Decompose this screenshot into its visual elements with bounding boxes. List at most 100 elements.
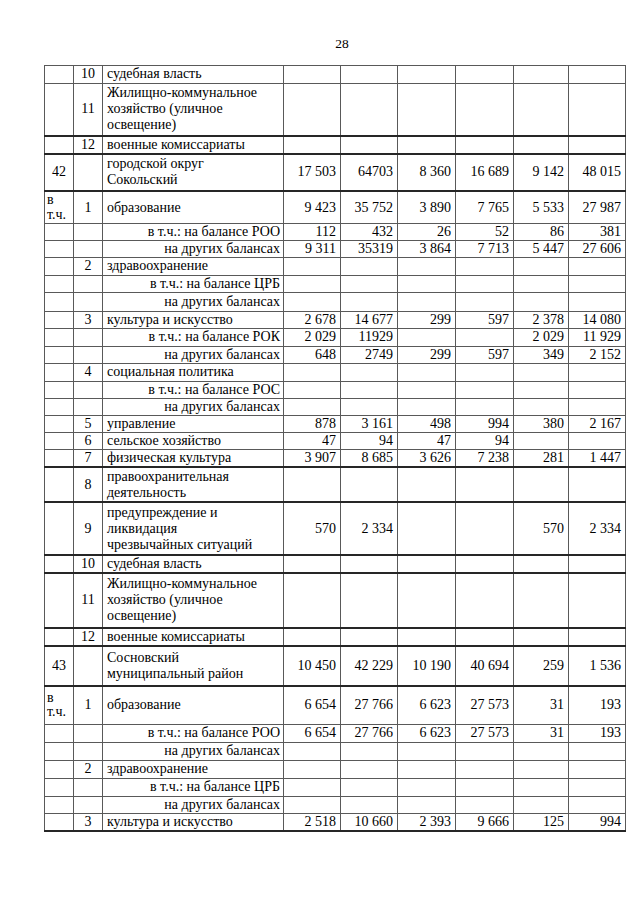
value-cell	[398, 258, 456, 276]
table-row: 8правоохранительная деятельность	[45, 467, 626, 502]
row-subnumber-cell: 3	[74, 814, 103, 832]
value-cell: 11929	[341, 329, 398, 347]
value-cell: 48 015	[569, 154, 626, 192]
value-cell: 27 606	[569, 241, 626, 258]
value-cell	[514, 275, 569, 293]
table-row: на других балансах	[45, 742, 626, 760]
value-cell	[514, 399, 569, 416]
value-cell: 432	[341, 224, 398, 241]
row-subnumber-cell	[74, 724, 103, 742]
value-cell: 3 907	[284, 450, 341, 468]
value-cell: 498	[398, 416, 456, 433]
value-cell	[398, 760, 456, 778]
value-cell: 2 334	[569, 502, 626, 555]
value-cell	[514, 760, 569, 778]
value-cell	[341, 778, 398, 796]
value-cell	[514, 467, 569, 502]
row-subnumber-cell: 2	[74, 258, 103, 276]
row-number-cell	[45, 573, 74, 628]
row-subnumber-cell: 8	[74, 467, 103, 502]
value-cell	[569, 573, 626, 628]
row-subnumber-cell: 2	[74, 760, 103, 778]
value-cell	[569, 467, 626, 502]
value-cell: 2749	[341, 346, 398, 364]
row-subnumber-cell: 1	[74, 191, 103, 224]
table-row: в т.ч.: на балансе РОС	[45, 381, 626, 399]
category-cell: в т.ч.: на балансе РОО	[103, 224, 284, 241]
row-subnumber-cell: 3	[74, 311, 103, 329]
value-cell: 47	[398, 433, 456, 450]
value-cell: 35319	[341, 241, 398, 258]
value-cell: 94	[456, 433, 514, 450]
category-cell: культура и искусство	[103, 814, 284, 832]
value-cell	[514, 796, 569, 814]
value-cell	[284, 364, 341, 382]
value-cell: 27 573	[456, 686, 514, 724]
value-cell	[456, 66, 514, 84]
value-cell: 2 167	[569, 416, 626, 433]
value-cell: 5 447	[514, 241, 569, 258]
value-cell: 11 929	[569, 329, 626, 347]
value-cell: 31	[514, 724, 569, 742]
value-cell: 40 694	[456, 646, 514, 687]
value-cell	[514, 778, 569, 796]
category-cell: в т.ч.: на балансе РОС	[103, 381, 284, 399]
value-cell: 8 360	[398, 154, 456, 192]
value-cell	[341, 555, 398, 573]
row-number-cell	[45, 399, 74, 416]
category-cell: на других балансах	[103, 399, 284, 416]
category-cell: военные комиссариаты	[103, 628, 284, 646]
value-cell: 2 518	[284, 814, 341, 832]
category-cell: физическая культура	[103, 450, 284, 468]
value-cell: 2 029	[284, 329, 341, 347]
row-number-cell	[45, 258, 74, 276]
row-subnumber-cell	[74, 646, 103, 687]
value-cell: 6 654	[284, 724, 341, 742]
value-cell: 27 766	[341, 686, 398, 724]
value-cell	[341, 628, 398, 646]
row-number-cell	[45, 502, 74, 555]
value-cell	[569, 83, 626, 136]
value-cell	[569, 381, 626, 399]
value-cell: 9 311	[284, 241, 341, 258]
value-cell	[456, 275, 514, 293]
value-cell	[569, 275, 626, 293]
value-cell: 994	[456, 416, 514, 433]
value-cell: 878	[284, 416, 341, 433]
value-cell	[341, 742, 398, 760]
value-cell: 86	[514, 224, 569, 241]
table-row: на других балансах9 311353193 8647 7135 …	[45, 241, 626, 258]
value-cell	[569, 66, 626, 84]
value-cell	[284, 83, 341, 136]
table-row: 43Сосновский муниципальный район10 45042…	[45, 646, 626, 687]
value-cell: 3 864	[398, 241, 456, 258]
value-cell	[284, 573, 341, 628]
table-row: в т.ч.: на балансе РОО112432265286381	[45, 224, 626, 241]
value-cell	[569, 628, 626, 646]
table-row: 7физическая культура3 9078 6853 6267 238…	[45, 450, 626, 468]
value-cell	[456, 364, 514, 382]
value-cell	[284, 796, 341, 814]
row-subnumber-cell	[74, 399, 103, 416]
row-subnumber-cell: 9	[74, 502, 103, 555]
row-subnumber-cell: 11	[74, 573, 103, 628]
value-cell: 259	[514, 646, 569, 687]
row-number-cell	[45, 241, 74, 258]
row-subnumber-cell: 12	[74, 136, 103, 154]
value-cell	[341, 136, 398, 154]
table-row: в т.ч.1образование9 42335 7523 8907 7655…	[45, 191, 626, 224]
value-cell	[284, 628, 341, 646]
value-cell	[569, 293, 626, 312]
category-cell: здравоохранение	[103, 258, 284, 276]
row-subnumber-cell	[74, 154, 103, 192]
value-cell	[341, 364, 398, 382]
table-row: 2здравоохранение	[45, 258, 626, 276]
value-cell: 35 752	[341, 191, 398, 224]
value-cell: 3 890	[398, 191, 456, 224]
value-cell: 8 685	[341, 450, 398, 468]
value-cell	[398, 628, 456, 646]
value-cell	[456, 293, 514, 312]
value-cell: 16 689	[456, 154, 514, 192]
category-cell: предупреждение и ликвидация чрезвычайных…	[103, 502, 284, 555]
value-cell	[514, 742, 569, 760]
